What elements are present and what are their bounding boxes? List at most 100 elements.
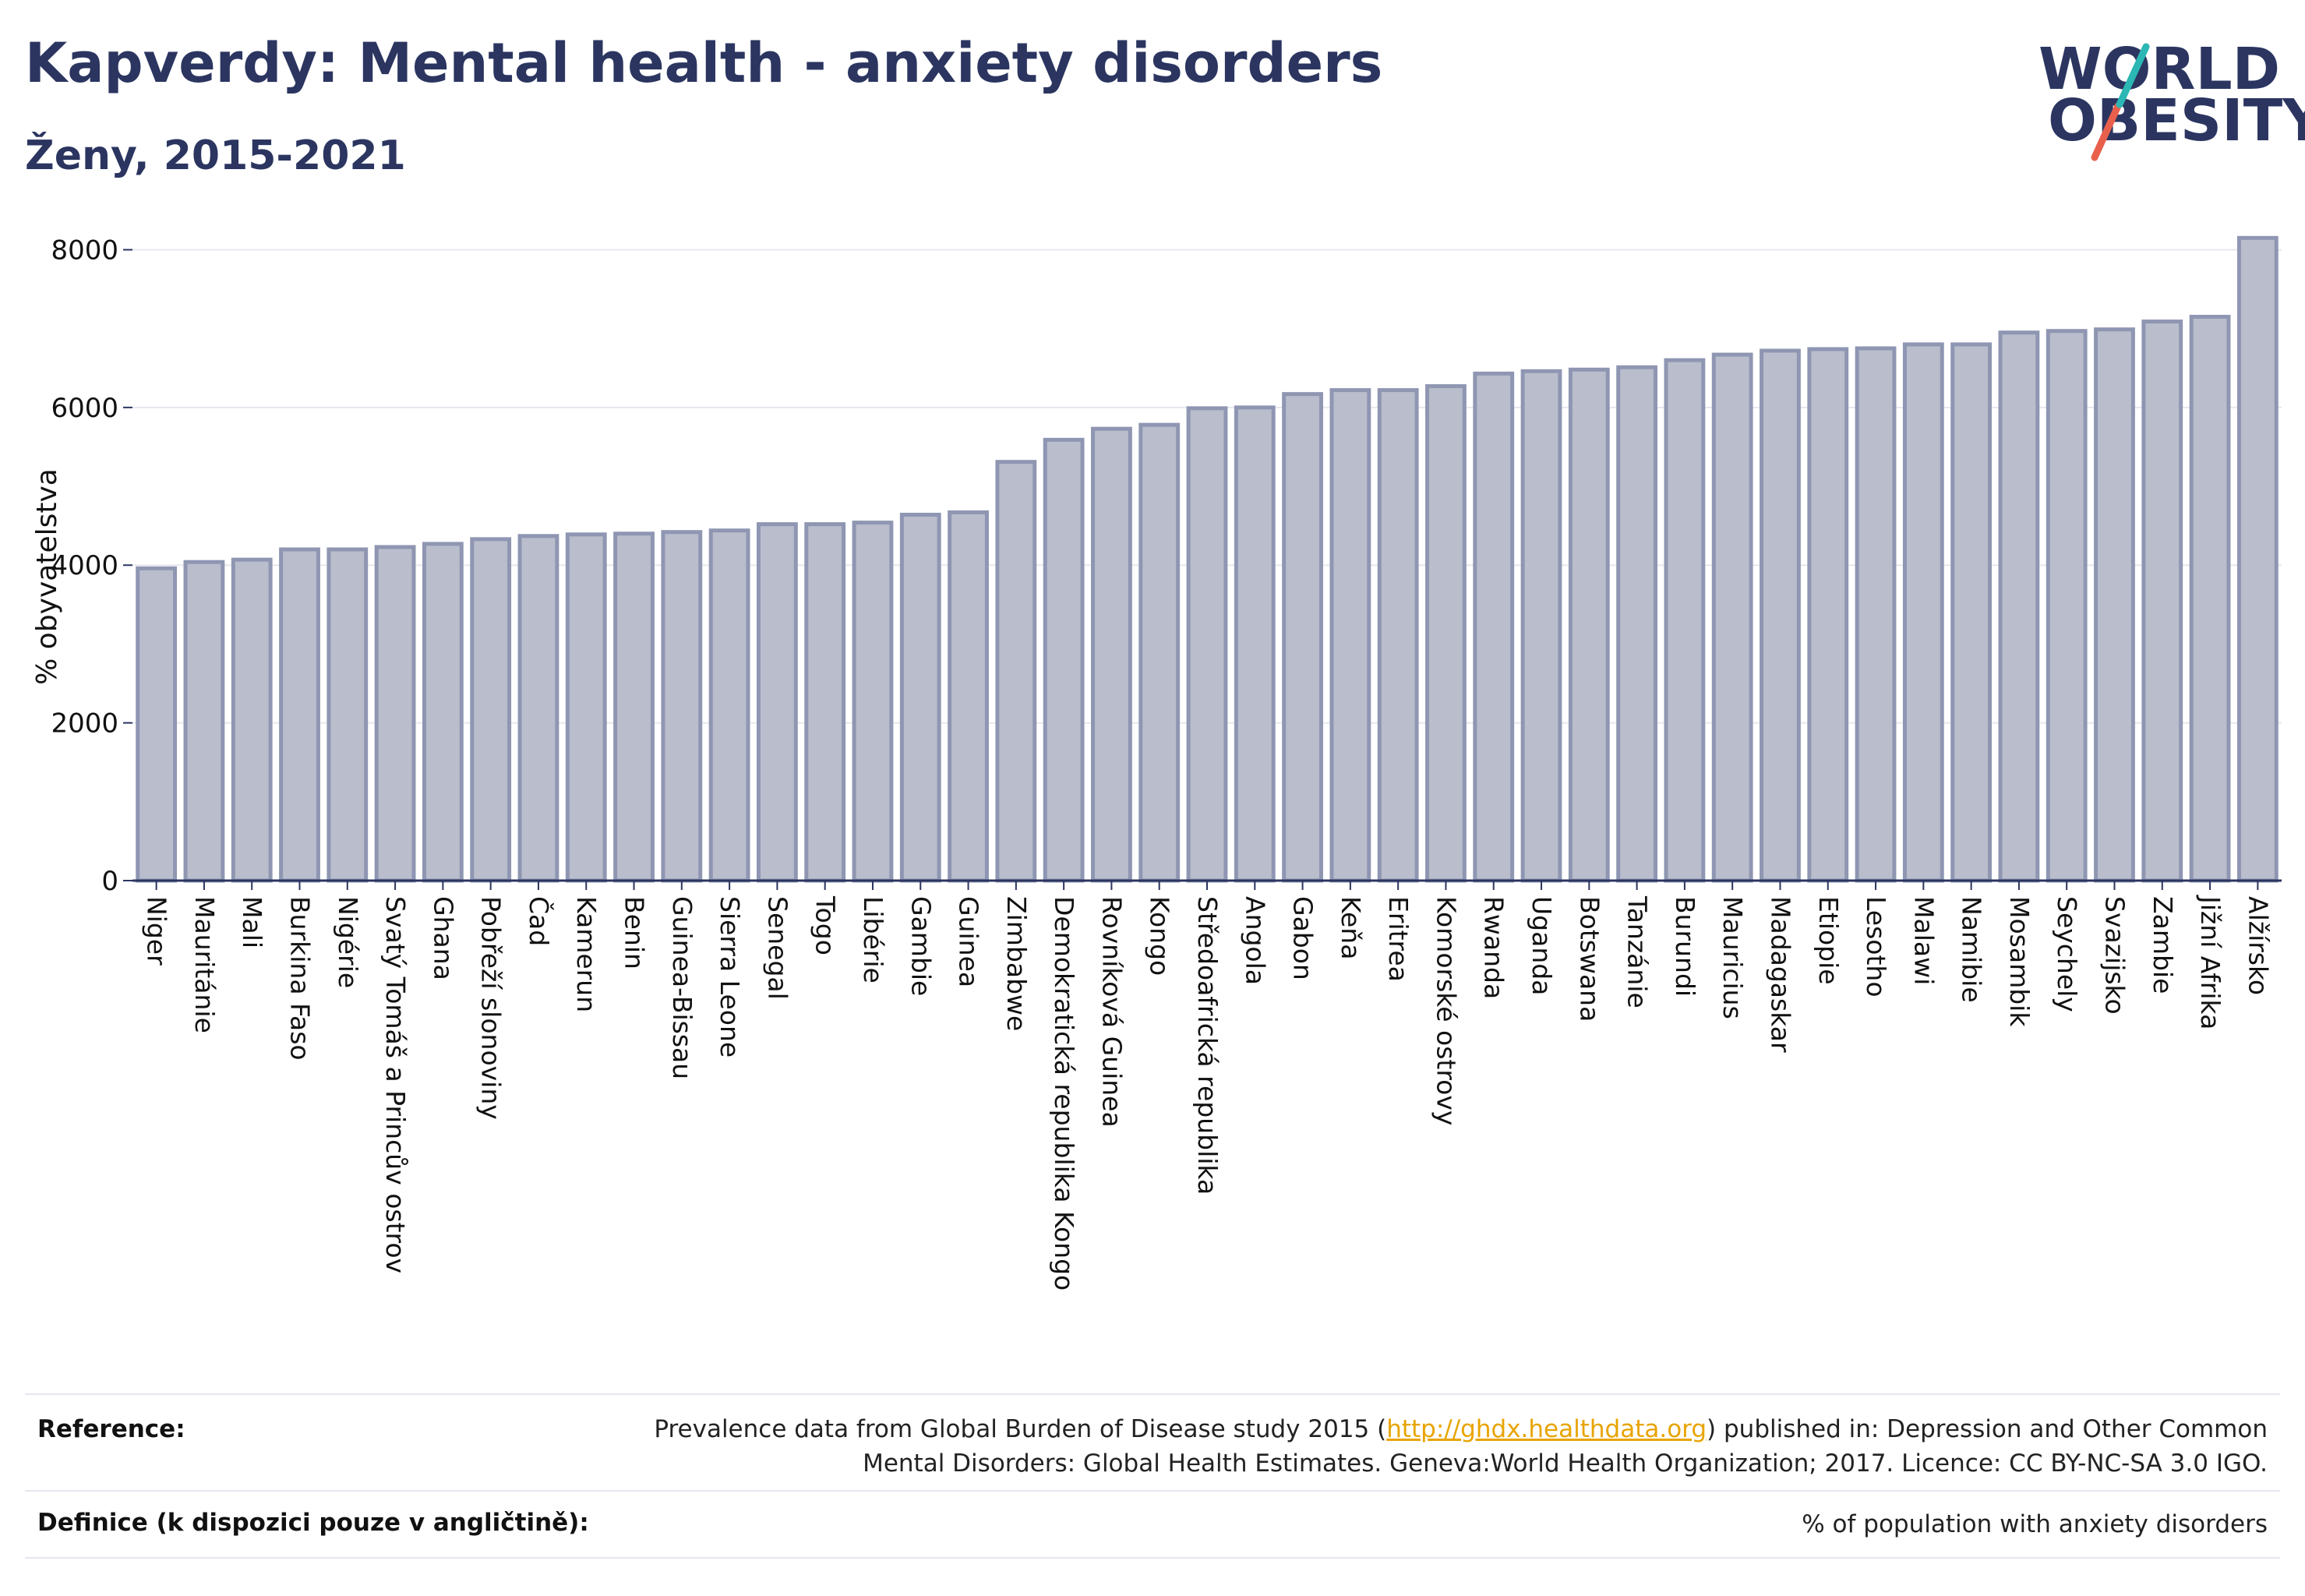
definition-row: Definice (k dispozici pouze v angličtině… <box>25 1490 2280 1559</box>
x-tick-label: Angola <box>1240 896 1270 985</box>
bar-Niger <box>136 566 178 883</box>
x-tick-label: Nigérie <box>333 896 363 988</box>
x-tick-label: Mauricius <box>1717 896 1748 1019</box>
bar-Čad <box>517 534 559 883</box>
bar-Jižní Afrika <box>2189 314 2231 883</box>
x-tick-label: Čad <box>524 896 555 946</box>
bar-Etiopie <box>1807 347 1849 883</box>
bar-Malawi <box>1902 342 1944 883</box>
x-tick-label: Niger <box>142 896 172 966</box>
bar-Mali <box>231 557 273 883</box>
x-tick-label: Guinea <box>954 896 984 987</box>
bar-Kongo <box>1138 422 1181 883</box>
reference-text-before: Prevalence data from Global Burden of Di… <box>654 1415 1387 1443</box>
bar-Kamerun <box>565 532 607 883</box>
x-tick-label: Etiopie <box>1813 896 1844 985</box>
bar-Ghana <box>422 542 464 883</box>
bar-Nigérie <box>327 547 369 883</box>
bar-Tanzánie <box>1616 365 1658 883</box>
axes: 0 2000 4000 6000 8000 Niger Mauritánie Mali Burk… <box>51 235 2282 1291</box>
x-tick-label: Ghana <box>428 896 458 980</box>
bar-Keňa <box>1329 388 1371 883</box>
reference-label: Reference: <box>37 1415 185 1443</box>
bar-Sierra Leone <box>708 528 750 883</box>
bar-Uganda <box>1520 369 1562 883</box>
x-tick-label: Burkina Faso <box>285 896 316 1061</box>
y-axis-label: % obyvatelstva <box>31 468 63 685</box>
reference-link[interactable]: http://ghdx.healthdata.org <box>1386 1415 1707 1443</box>
x-tick-label: Kamerun <box>571 896 602 1012</box>
logo-line-2: OBESITY <box>2048 87 2305 154</box>
x-tick-label: Togo <box>810 895 841 955</box>
x-tick-label: Eritrea <box>1383 896 1414 982</box>
bar-chart: 0 2000 4000 6000 8000 Niger Mauritánie Mali Burk… <box>31 235 2282 1291</box>
bar-Libérie <box>852 521 894 883</box>
bar-Botswana <box>1568 367 1610 883</box>
x-tick-label: Mauritánie <box>189 896 220 1033</box>
chart-subtitle: Ženy, 2015-2021 <box>25 132 406 179</box>
x-tick-label: Gabon <box>1288 896 1318 980</box>
x-tick-label: Svatý Tomáš a Princův ostrov <box>380 896 411 1273</box>
bar-Burundi <box>1664 358 1706 883</box>
x-tick-label: Keňa <box>1336 896 1366 959</box>
x-tick-label: Jižní Afrika <box>2195 895 2226 1029</box>
x-tick-label: Benin <box>619 896 650 969</box>
x-tick-label: Zimbabwe <box>1001 896 1032 1031</box>
x-tick-label: Svazijsko <box>2099 896 2130 1015</box>
x-tick-label: Mosambik <box>2004 896 2035 1027</box>
bar-Komorské ostrovy <box>1425 384 1467 883</box>
x-tick-label: Lesotho <box>1861 896 1891 998</box>
x-tick-label: Rwanda <box>1479 896 1509 999</box>
x-tick-label: Komorské ostrovy <box>1431 896 1461 1125</box>
bar-Gambie <box>899 512 941 883</box>
x-tick-label: Burundi <box>1670 896 1700 997</box>
x-tick-label: Mali <box>237 896 267 948</box>
bar-Lesotho <box>1855 346 1897 883</box>
x-tick-label: Alžírsko <box>2243 896 2273 995</box>
bar-Guinea <box>948 510 989 883</box>
x-tick-label: Guinea-Bissau <box>667 896 697 1079</box>
bar-Eritrea <box>1377 388 1419 883</box>
bar-Namibie <box>1950 342 1993 883</box>
bar-Gabon <box>1282 392 1323 883</box>
reference-text-after: ) published in: Depression and Other Com… <box>1707 1415 2268 1443</box>
definition-label: Definice (k dispozici pouze v angličtině… <box>37 1509 589 1537</box>
bars <box>136 235 2279 883</box>
bar-Svazijsko <box>2094 327 2135 883</box>
bar-Rwanda <box>1473 371 1515 883</box>
x-tick-label: Kongo <box>1145 896 1175 976</box>
definition-text: % of population with anxiety disorders <box>1802 1510 2268 1538</box>
x-tick-label: Libérie <box>858 896 888 983</box>
bar-Benin <box>613 531 655 883</box>
reference-text-line2: Mental Disorders: Global Health Estimate… <box>863 1449 2268 1478</box>
x-tick-label: Sierra Leone <box>715 896 745 1058</box>
world-obesity-logo: WORLD OBESITY <box>2032 36 2305 165</box>
bar-Burkina Faso <box>279 547 320 883</box>
y-tick-label: 8000 <box>51 235 118 266</box>
x-tick-label: Namibie <box>1957 896 1987 1003</box>
bar-Zimbabwe <box>995 460 1037 883</box>
x-tick-label: Demokratická republika Kongo <box>1049 896 1079 1291</box>
x-tick-label: Gambie <box>905 896 936 996</box>
x-tick-label: Botswana <box>1574 896 1604 1022</box>
x-tick-label: Tanzánie <box>1622 895 1653 1008</box>
bar-Svatý Tomáš a Princův ostrov <box>374 545 416 883</box>
x-tick-label: Madagaskar <box>1765 896 1795 1053</box>
x-tick-label: Uganda <box>1527 896 1557 995</box>
x-tick-label: Malawi <box>1908 896 1939 985</box>
y-tick-label: 6000 <box>51 393 118 424</box>
reference-text: Prevalence data from Global Burden of Di… <box>654 1412 2268 1481</box>
bar-Demokratická republika Kongo <box>1043 437 1085 883</box>
bar-Mosambik <box>1998 330 2040 883</box>
logo-line-1: WORLD <box>2038 36 2281 103</box>
bar-Rovníková Guinea <box>1091 426 1132 883</box>
bar-Mauritánie <box>183 560 225 883</box>
y-tick-label: 2000 <box>51 708 118 740</box>
bar-Středoafrická republika <box>1186 406 1228 883</box>
bar-Senegal <box>756 522 798 883</box>
bar-Madagaskar <box>1760 348 1801 883</box>
x-tick-label: Seychely <box>2052 896 2082 1012</box>
logo-slash-icon <box>2091 43 2150 161</box>
x-tick-label: Pobřeží slonoviny <box>476 896 507 1120</box>
x-tick-label: Zambie <box>2148 896 2178 994</box>
